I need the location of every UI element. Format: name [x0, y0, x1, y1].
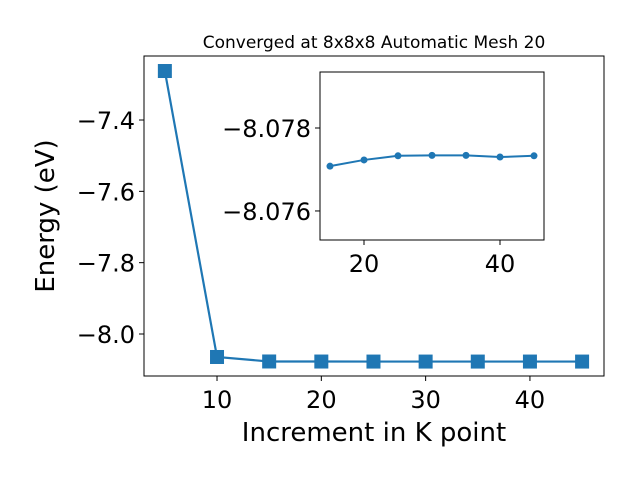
marker — [326, 162, 334, 170]
x-tick-label: 20 — [306, 386, 337, 414]
marker — [418, 354, 433, 369]
x-tick-label: 40 — [515, 386, 546, 414]
y-tick-label: −7.4 — [77, 107, 135, 135]
marker — [360, 156, 368, 164]
marker — [314, 354, 329, 369]
marker — [575, 354, 590, 369]
y-axis-label: Energy (eV) — [31, 139, 61, 292]
marker — [462, 151, 470, 159]
marker — [470, 354, 485, 369]
marker — [530, 152, 538, 160]
x-tick-label: 20 — [349, 250, 380, 278]
marker — [210, 349, 225, 364]
chart-title: Converged at 8x8x8 Automatic Mesh 20 — [203, 33, 546, 53]
x-tick-label: 30 — [410, 386, 441, 414]
y-tick-label: −8.078 — [222, 115, 311, 143]
x-tick-label: 40 — [485, 250, 516, 278]
marker — [522, 354, 537, 369]
y-tick-label: −7.6 — [77, 178, 135, 206]
marker — [366, 354, 381, 369]
marker — [262, 354, 277, 369]
x-axis-label: Increment in K point — [242, 418, 506, 448]
marker — [428, 151, 436, 159]
y-tick-label: −8.076 — [222, 198, 311, 226]
x-tick-label: 10 — [202, 386, 233, 414]
marker — [157, 64, 172, 79]
marker — [394, 152, 402, 160]
y-tick-label: −7.8 — [77, 250, 135, 278]
marker — [496, 153, 504, 161]
y-tick-label: −8.0 — [77, 321, 135, 349]
